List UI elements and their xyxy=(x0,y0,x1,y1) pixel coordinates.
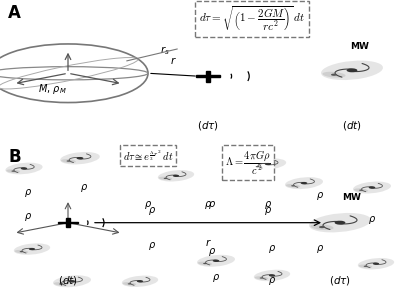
Text: $(d\tau)$: $(d\tau)$ xyxy=(329,274,351,287)
Circle shape xyxy=(291,185,295,187)
Text: $\rho$: $\rho$ xyxy=(268,243,276,255)
Circle shape xyxy=(164,178,167,179)
Ellipse shape xyxy=(322,72,346,78)
Text: B: B xyxy=(8,148,21,166)
Text: $\rho$: $\rho$ xyxy=(316,190,324,202)
Text: $\rho$: $\rho$ xyxy=(208,199,216,211)
Circle shape xyxy=(21,167,27,170)
Text: MW: MW xyxy=(342,193,362,202)
Text: $\rho$: $\rho$ xyxy=(264,205,272,217)
Ellipse shape xyxy=(54,282,68,286)
Text: $d\tau \cong e^{\frac{\Lambda}{3}r^2}\,dt$: $d\tau \cong e^{\frac{\Lambda}{3}r^2}\,d… xyxy=(123,148,173,163)
Ellipse shape xyxy=(255,276,268,280)
Bar xyxy=(66,218,70,227)
Text: $d\tau = \sqrt{\left(1 - \dfrac{2GM}{rc^2}\right)}\,dt$: $d\tau = \sqrt{\left(1 - \dfrac{2GM}{rc^… xyxy=(199,4,305,33)
Text: MW: MW xyxy=(350,42,370,51)
Circle shape xyxy=(29,248,35,250)
Circle shape xyxy=(173,175,179,177)
Ellipse shape xyxy=(53,275,91,287)
Ellipse shape xyxy=(123,282,136,286)
Ellipse shape xyxy=(14,243,50,255)
Text: $\rho$: $\rho$ xyxy=(24,188,32,199)
Text: $\Lambda = \dfrac{4\pi G\rho}{c^2}$: $\Lambda = \dfrac{4\pi G\rho}{c^2}$ xyxy=(225,148,271,177)
Ellipse shape xyxy=(353,182,391,193)
Circle shape xyxy=(359,190,363,191)
Ellipse shape xyxy=(250,159,286,170)
Circle shape xyxy=(301,182,307,184)
Text: $\rho$: $\rho$ xyxy=(316,243,324,255)
Circle shape xyxy=(373,263,379,265)
Ellipse shape xyxy=(159,177,172,180)
Ellipse shape xyxy=(60,152,100,164)
Circle shape xyxy=(137,280,143,282)
Circle shape xyxy=(69,280,75,282)
Ellipse shape xyxy=(15,250,28,253)
Text: $\rho$: $\rho$ xyxy=(208,246,216,258)
Ellipse shape xyxy=(359,265,372,268)
Text: $\rho$: $\rho$ xyxy=(148,205,156,217)
Circle shape xyxy=(269,274,275,277)
Text: $\rho$: $\rho$ xyxy=(368,214,376,226)
Ellipse shape xyxy=(6,169,20,173)
Ellipse shape xyxy=(309,213,371,232)
Ellipse shape xyxy=(321,61,383,80)
Text: $\rho$: $\rho$ xyxy=(264,199,272,211)
Ellipse shape xyxy=(158,170,194,181)
Text: $r$: $r$ xyxy=(170,55,176,66)
Circle shape xyxy=(265,163,271,165)
Bar xyxy=(58,222,78,224)
Text: $\rho$: $\rho$ xyxy=(268,275,276,287)
Ellipse shape xyxy=(198,262,212,265)
Text: $M,\,\rho_M$: $M,\,\rho_M$ xyxy=(38,82,66,96)
Circle shape xyxy=(334,221,345,225)
Circle shape xyxy=(256,166,259,167)
Circle shape xyxy=(66,160,70,162)
Text: $\rho$: $\rho$ xyxy=(204,199,212,211)
Ellipse shape xyxy=(251,165,264,168)
Circle shape xyxy=(319,226,325,228)
Ellipse shape xyxy=(61,159,76,163)
Circle shape xyxy=(331,74,337,76)
Ellipse shape xyxy=(354,188,368,192)
Text: $(dt)$: $(dt)$ xyxy=(58,274,78,287)
Text: $\rho$: $\rho$ xyxy=(212,272,220,284)
Text: $\rho$: $\rho$ xyxy=(80,182,88,193)
Ellipse shape xyxy=(285,177,323,189)
Text: $(dt)$: $(dt)$ xyxy=(342,119,362,132)
Circle shape xyxy=(128,283,131,285)
Text: $r_s$: $r_s$ xyxy=(160,44,170,57)
Text: A: A xyxy=(8,4,21,22)
Circle shape xyxy=(12,171,15,172)
Ellipse shape xyxy=(310,224,334,230)
Circle shape xyxy=(76,157,84,159)
Bar xyxy=(206,71,210,82)
Circle shape xyxy=(364,266,367,267)
Circle shape xyxy=(203,263,207,264)
Circle shape xyxy=(59,283,63,285)
Text: $r$: $r$ xyxy=(205,237,211,248)
Ellipse shape xyxy=(6,163,42,174)
Ellipse shape xyxy=(197,255,235,267)
Ellipse shape xyxy=(286,184,300,188)
Circle shape xyxy=(213,260,219,262)
Text: $\rho$: $\rho$ xyxy=(144,199,152,211)
Text: $\rho$: $\rho$ xyxy=(24,211,32,223)
Circle shape xyxy=(346,68,358,72)
Text: $\rho$: $\rho$ xyxy=(148,240,156,252)
Circle shape xyxy=(369,186,375,189)
Bar xyxy=(196,75,220,77)
Ellipse shape xyxy=(254,270,290,281)
Ellipse shape xyxy=(358,258,394,269)
Text: $(d\tau)$: $(d\tau)$ xyxy=(197,119,219,132)
Circle shape xyxy=(260,277,263,279)
Circle shape xyxy=(20,251,23,252)
Ellipse shape xyxy=(122,276,158,287)
